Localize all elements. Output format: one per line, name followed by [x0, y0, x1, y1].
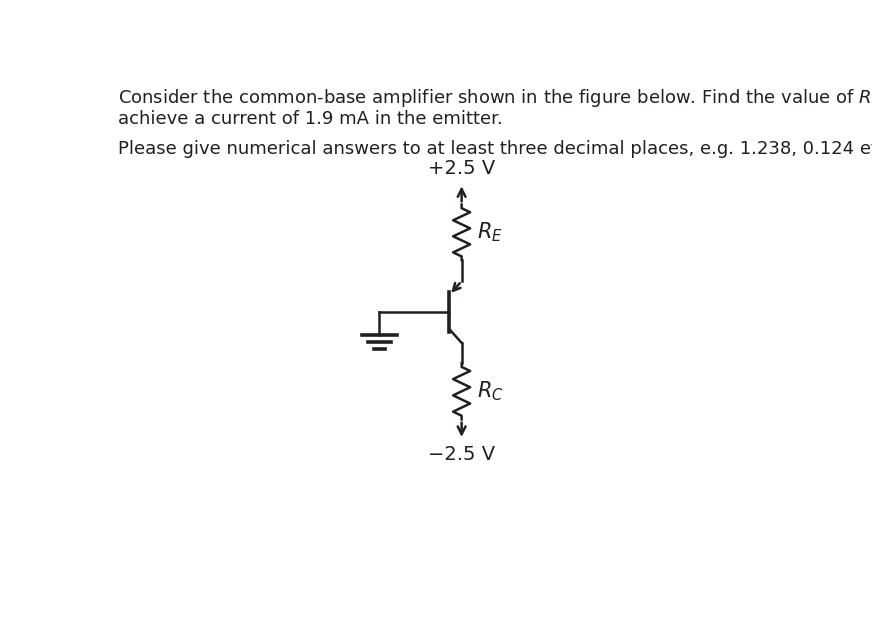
- Text: Consider the common-base amplifier shown in the figure below. Find the value of : Consider the common-base amplifier shown…: [119, 87, 872, 109]
- Text: Please give numerical answers to at least three decimal places, e.g. 1.238, 0.12: Please give numerical answers to at leas…: [119, 140, 872, 158]
- Text: $R_C$: $R_C$: [477, 379, 504, 403]
- Text: achieve a current of 1.9 mA in the emitter.: achieve a current of 1.9 mA in the emitt…: [119, 110, 503, 128]
- Text: $R_E$: $R_E$: [477, 221, 503, 244]
- Text: −2.5 V: −2.5 V: [428, 445, 495, 464]
- Text: +2.5 V: +2.5 V: [428, 159, 495, 178]
